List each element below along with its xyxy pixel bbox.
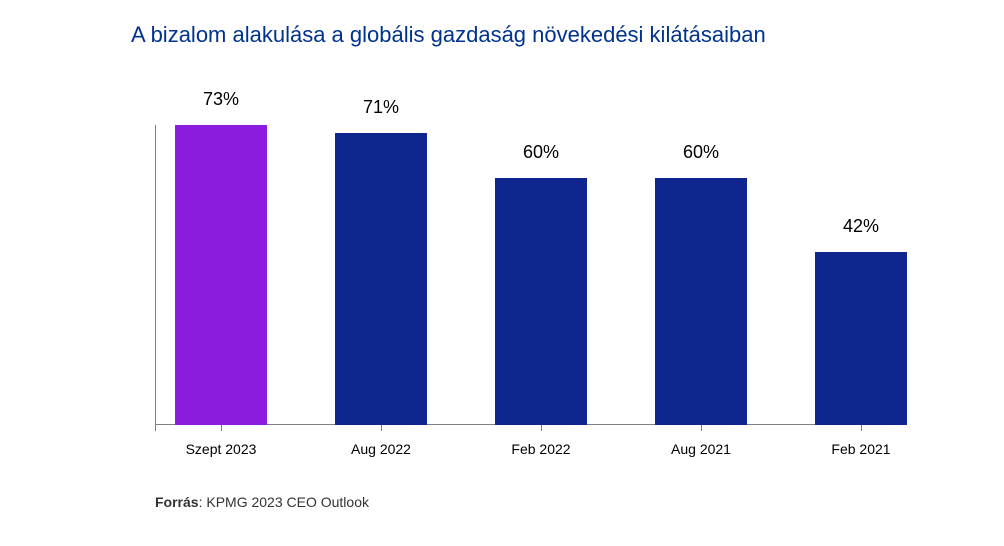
x-axis-tick [221, 425, 222, 431]
x-axis-tick [155, 425, 156, 431]
source-citation: Forrás: KPMG 2023 CEO Outlook [155, 494, 369, 510]
category-label: Aug 2022 [316, 441, 446, 457]
bar-value-label: 71% [335, 97, 427, 118]
source-text: KPMG 2023 CEO Outlook [206, 494, 369, 510]
x-axis-tick [381, 425, 382, 431]
chart-container: A bizalom alakulása a globális gazdaság … [0, 0, 1004, 546]
bar [175, 125, 267, 425]
x-axis-tick [701, 425, 702, 431]
category-label: Szept 2023 [156, 441, 286, 457]
category-label: Feb 2021 [796, 441, 926, 457]
bar [495, 178, 587, 425]
bar-value-label: 73% [175, 89, 267, 110]
bar [815, 252, 907, 425]
x-axis-tick [861, 425, 862, 431]
x-axis-tick [541, 425, 542, 431]
y-axis-line [155, 125, 156, 425]
bar-value-label: 60% [495, 142, 587, 163]
bar-value-label: 60% [655, 142, 747, 163]
source-label: Forrás [155, 494, 199, 510]
bar [335, 133, 427, 425]
category-label: Feb 2022 [476, 441, 606, 457]
bar-value-label: 42% [815, 216, 907, 237]
category-label: Aug 2021 [636, 441, 766, 457]
bar [655, 178, 747, 425]
chart-title: A bizalom alakulása a globális gazdaság … [131, 22, 766, 48]
